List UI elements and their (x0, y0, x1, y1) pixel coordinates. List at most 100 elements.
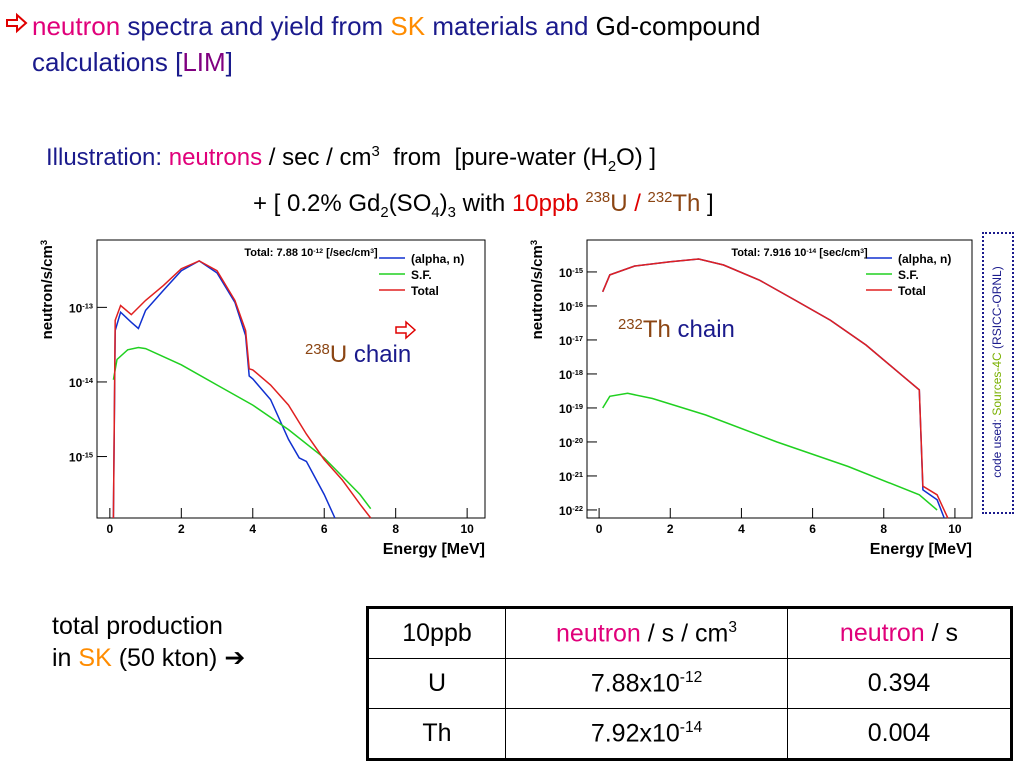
text-part: chain (347, 341, 411, 368)
series-line (602, 258, 949, 519)
text-part: -15 (572, 265, 583, 274)
text-part: -15 (82, 450, 93, 459)
rich-text: Total: 7.916 10-14 [sec/cm3] (731, 247, 868, 259)
x-axis-label: Energy [MeV] (383, 541, 485, 558)
legend-box (374, 245, 480, 301)
text-part: ] (374, 247, 378, 259)
illustration-line2: + [ 0.2% Gd2(SO4)3 with 10ppb 238U / 232… (253, 190, 714, 221)
text-part: [sec/cm (816, 247, 860, 259)
legend-label: S.F. (411, 268, 432, 282)
series-line (602, 392, 938, 511)
text-part: 3 (860, 248, 864, 255)
text-part: 3 (370, 248, 374, 255)
legend-label: (alpha, n) (411, 252, 464, 266)
text-part: 10 (69, 376, 83, 390)
text-part: 3 (39, 240, 49, 245)
rich-text: Total: 7.88 10-12 [/sec/cm3] (244, 247, 378, 259)
rich-text: 10-14 (69, 375, 94, 390)
cell: neutron / s (787, 607, 1012, 659)
series-line (112, 260, 372, 519)
cell: 7.88x10-12 (505, 658, 788, 709)
plot-frame (96, 239, 486, 519)
legend-label: Total (898, 284, 926, 298)
rich-text: 10-20 (559, 435, 583, 450)
cell: Th (367, 708, 506, 760)
cell: neutron / s / cm3 (505, 607, 788, 659)
text-part: -13 (82, 301, 93, 310)
text-part: 10 (559, 300, 573, 314)
x-tick-label: 0 (596, 522, 603, 536)
text-part: -12 (313, 248, 323, 255)
cell: 10ppb (367, 607, 506, 659)
text-part: Th (643, 316, 671, 343)
text-part: ] (864, 247, 868, 259)
text-part: 10 (559, 368, 573, 382)
text-part: [/sec/cm (323, 247, 370, 259)
text-part: U (330, 341, 347, 368)
text-part: -14 (806, 248, 816, 255)
x-tick-label: 2 (178, 522, 185, 536)
rich-text: 10-16 (559, 299, 583, 314)
text-part: 10 (559, 266, 573, 280)
production-text: total production in SK (50 kton) ➔ (52, 612, 246, 672)
rich-text: 10-17 (559, 333, 583, 348)
x-tick-label: 4 (249, 522, 256, 536)
text-part: 232 (618, 317, 643, 333)
x-tick-label: 4 (738, 522, 745, 536)
text-part: Total: 7.88 10 (244, 247, 313, 259)
heading: neutron spectra and yield from SK materi… (32, 11, 761, 77)
series-line (112, 260, 336, 519)
text-part: -19 (572, 401, 583, 410)
text-part: neutron/s/cm (529, 245, 546, 339)
rich-text: 10-18 (559, 367, 583, 382)
text-part: 10 (559, 504, 573, 518)
text-part: -21 (572, 469, 583, 478)
x-tick-label: 10 (460, 522, 474, 536)
x-tick-label: 10 (948, 522, 962, 536)
text-part: 10 (69, 451, 83, 465)
x-tick-label: 6 (321, 522, 328, 536)
x-tick-label: 2 (667, 522, 674, 536)
cell: 7.92x10-14 (505, 708, 788, 760)
rich-text: 232Th chain (618, 316, 735, 343)
arrow-icon (395, 320, 417, 340)
plot-frame (586, 239, 973, 519)
text-part: Total: 7.916 10 (731, 247, 806, 259)
text-part: 238 (305, 342, 330, 358)
yield-table: 10ppb neutron / s / cm3 neutron / s U 7.88x… (366, 606, 1013, 761)
text-part: 10 (559, 436, 573, 450)
text-part: 10 (559, 402, 573, 416)
legend-label: Total (411, 284, 439, 298)
text-part: -17 (572, 333, 583, 342)
cell: U (367, 658, 506, 709)
text-part: 10 (69, 301, 83, 315)
text-part: 10 (559, 334, 573, 348)
x-tick-label: 6 (809, 522, 816, 536)
text-part: 10 (559, 470, 573, 484)
text-part: -18 (572, 367, 583, 376)
rich-text: 238U chain (305, 341, 411, 368)
cell: 0.004 (787, 708, 1012, 760)
text-part: neutron/s/cm (39, 245, 56, 339)
code-note-box (982, 232, 1014, 514)
legend-label: S.F. (898, 268, 919, 282)
rich-text: neutron/s/cm3 (39, 240, 56, 339)
series-line (112, 346, 372, 510)
rich-text: 10-22 (559, 503, 583, 518)
text-part: -20 (572, 435, 583, 444)
legend-label: (alpha, n) (898, 252, 951, 266)
x-tick-label: 0 (107, 522, 114, 536)
text-part: -14 (82, 375, 94, 384)
illustration-line1: Illustration: neutrons / sec / cm3 from … (46, 144, 657, 175)
rich-text: neutron/s/cm3 (529, 240, 546, 339)
rich-text: 10-15 (559, 265, 583, 280)
cell: 0.394 (787, 658, 1012, 709)
text-part: -16 (572, 299, 583, 308)
x-tick-label: 8 (392, 522, 399, 536)
arrow-icon (6, 12, 28, 34)
legend-box (861, 245, 967, 301)
text-part: -22 (572, 503, 583, 512)
rich-text: 10-15 (69, 450, 93, 465)
